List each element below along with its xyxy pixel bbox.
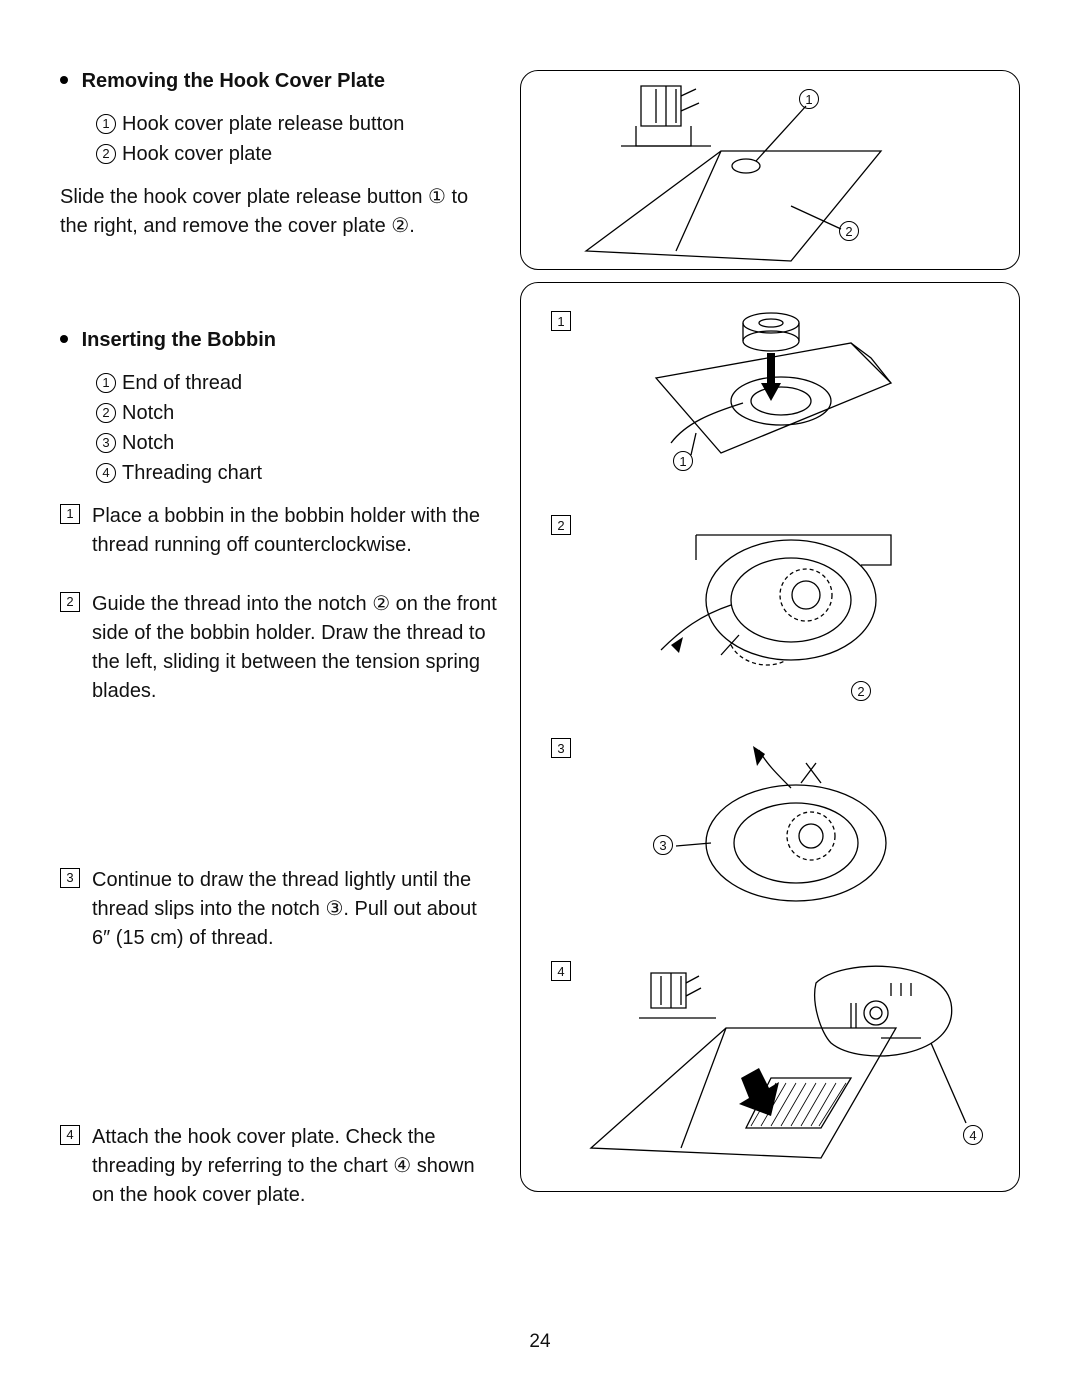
step: 2 Guide the thread into the notch ② on t… [60,590,500,706]
figure-hook-cover-plate: 1 2 [520,70,1020,270]
callout-circle-4: 4 [963,1125,983,1145]
boxed-number-icon: 2 [60,592,80,612]
legend-text: Hook cover plate release button [122,109,404,139]
legend-item: 1 End of thread [96,368,500,398]
page-number: 24 [0,1331,1080,1353]
legend-text: Threading chart [122,458,262,488]
legend-text: Notch [122,428,174,458]
step: 3 Continue to draw the thread lightly un… [60,866,500,953]
boxed-number-icon: 4 [60,1125,80,1145]
legend-item: 1 Hook cover plate release button [96,109,500,139]
boxed-number-icon: 1 [60,504,80,524]
circled-number-icon: 4 [96,463,116,483]
circled-number-icon: 3 [96,433,116,453]
boxed-number-icon: 3 [60,868,80,888]
legend-item: 4 Threading chart [96,458,500,488]
legend-text: End of thread [122,368,242,398]
section-inserting-bobbin: Inserting the Bobbin 1 End of thread 2 N… [60,329,500,1210]
legend-item: 2 Hook cover plate [96,139,500,169]
panel-label-4: 4 [551,961,571,981]
figure-bobbin-steps: 1 2 3 4 1 2 3 4 [520,282,1020,1192]
callout-circle-3: 3 [653,835,673,855]
legend-b: 1 End of thread 2 Notch 3 Notch 4 Thread… [96,368,500,488]
callout-circle-2: 2 [839,221,859,241]
paragraph: Slide the hook cover plate release butto… [60,183,500,241]
step: 4 Attach the hook cover plate. Check the… [60,1123,500,1210]
section-removing-hook-cover: Removing the Hook Cover Plate 1 Hook cov… [60,70,500,241]
legend-text: Hook cover plate [122,139,272,169]
heading-text: Inserting the Bobbin [82,329,276,351]
step-text: Place a bobbin in the bobbin holder with… [92,502,500,560]
circled-number-icon: 2 [96,144,116,164]
heading-inserting: Inserting the Bobbin [60,329,500,352]
panel-label-2: 2 [551,515,571,535]
heading-removing: Removing the Hook Cover Plate [60,70,500,93]
callout-circle-1: 1 [673,451,693,471]
circled-number-icon: 1 [96,114,116,134]
legend-item: 2 Notch [96,398,500,428]
bullet-icon [60,76,68,84]
legend-text: Notch [122,398,174,428]
circled-number-icon: 1 [96,373,116,393]
panel-label-3: 3 [551,738,571,758]
bullet-icon [60,335,68,343]
diagram-bobbin-steps-icon [521,283,1021,1193]
step-text: Attach the hook cover plate. Check the t… [92,1123,500,1210]
step-text: Guide the thread into the notch ② on the… [92,590,500,706]
step: 1 Place a bobbin in the bobbin holder wi… [60,502,500,560]
diagram-hook-cover-icon [521,71,1021,271]
heading-text: Removing the Hook Cover Plate [82,70,385,92]
circled-number-icon: 2 [96,403,116,423]
callout-circle-1: 1 [799,89,819,109]
step-text: Continue to draw the thread lightly unti… [92,866,500,953]
legend-a: 1 Hook cover plate release button 2 Hook… [96,109,500,169]
panel-label-1: 1 [551,311,571,331]
callout-circle-2: 2 [851,681,871,701]
legend-item: 3 Notch [96,428,500,458]
